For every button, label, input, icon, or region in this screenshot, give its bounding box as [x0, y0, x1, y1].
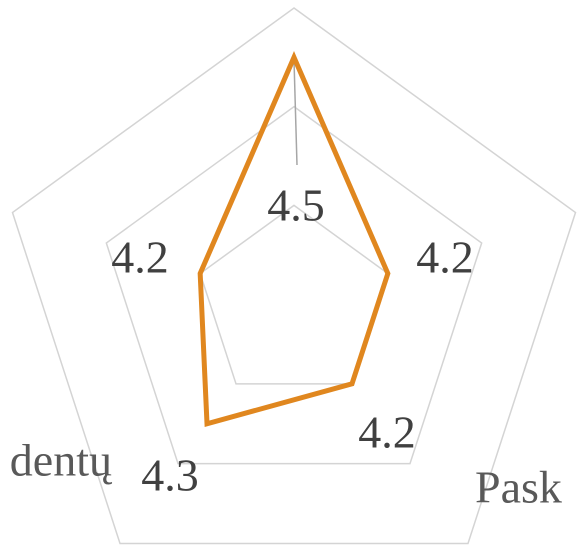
value-label: 4.2: [358, 407, 416, 458]
series-line: [197, 51, 391, 427]
category-label: Pask: [475, 462, 562, 513]
value-label: 4.3: [141, 450, 199, 501]
grid-ring: [11, 7, 577, 545]
grid-ring: [199, 204, 389, 385]
category-label: dentų: [10, 435, 113, 486]
value-label: 4.2: [111, 232, 169, 283]
grid-ring: [105, 105, 483, 465]
value-label: 4.2: [416, 232, 474, 283]
leader-line: [293, 59, 298, 166]
value-label: 4.5: [267, 180, 325, 231]
